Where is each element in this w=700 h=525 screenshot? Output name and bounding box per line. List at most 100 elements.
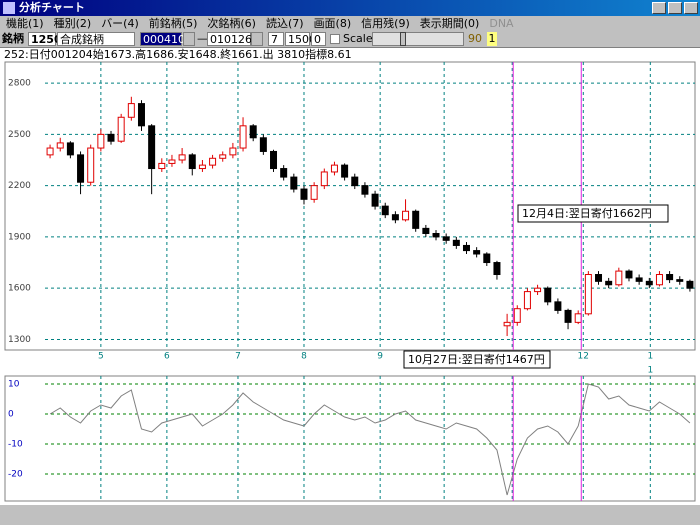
y-tick-label: 0 xyxy=(8,410,14,420)
value1: 90 xyxy=(468,32,482,45)
candle-body xyxy=(97,133,105,149)
menu-item[interactable]: 前銘柄(5) xyxy=(148,17,198,30)
candle-body xyxy=(493,262,501,276)
candle-body xyxy=(584,274,592,315)
candle-body xyxy=(432,232,440,238)
candle-body xyxy=(483,253,491,264)
y-tick-label: 2800 xyxy=(8,79,31,89)
candle-body xyxy=(605,280,613,286)
spinner[interactable] xyxy=(183,32,195,46)
annotation-box xyxy=(403,350,551,369)
field3-input[interactable]: 0 xyxy=(311,32,326,46)
candle-body xyxy=(209,157,217,166)
y-tick-label: 1600 xyxy=(8,284,31,294)
candle-body xyxy=(229,147,237,156)
candle-body xyxy=(270,150,278,170)
menu-item[interactable]: 信用残(9) xyxy=(361,17,410,30)
candle-body xyxy=(188,154,196,170)
candle-body xyxy=(625,270,633,279)
field2-input[interactable]: 1500 xyxy=(285,32,316,46)
candle-body xyxy=(462,244,470,252)
candle-body xyxy=(351,176,359,187)
candle-body xyxy=(655,274,663,286)
candle-body xyxy=(635,277,643,282)
candle-body xyxy=(137,103,145,127)
name-input[interactable]: 合成銘柄 xyxy=(57,32,135,46)
x-tick-label: 7 xyxy=(235,352,241,362)
menu-item[interactable]: 次銘柄(6) xyxy=(207,17,256,30)
candle-body xyxy=(503,321,511,327)
candle-body xyxy=(300,188,308,200)
menu-item[interactable]: 画面(8) xyxy=(313,17,352,30)
candle-body xyxy=(686,280,694,289)
y-tick-label: -20 xyxy=(8,470,23,480)
menu-item[interactable]: 機能(1) xyxy=(6,17,44,30)
x-tick-label: 5 xyxy=(98,352,104,362)
candle-body xyxy=(77,154,85,183)
scale-checkbox[interactable] xyxy=(330,34,340,44)
app-icon xyxy=(3,2,15,14)
candle-body xyxy=(452,239,460,246)
y-tick-label: 1900 xyxy=(8,232,31,242)
panel-frame xyxy=(4,375,696,502)
candle-body xyxy=(117,116,125,142)
candle-body xyxy=(127,103,135,118)
candle-body xyxy=(259,137,267,152)
candle-body xyxy=(523,291,531,310)
candle-body xyxy=(645,280,653,286)
candle-body xyxy=(320,171,328,187)
menu-item[interactable]: DNA xyxy=(489,17,514,30)
candle-body xyxy=(46,147,54,156)
code-input[interactable]: 1250 xyxy=(28,32,62,46)
candle-body xyxy=(473,250,481,255)
candle-body xyxy=(574,313,582,323)
menu-item[interactable]: 読込(7) xyxy=(265,17,304,30)
x-tick-label: 9 xyxy=(377,352,383,362)
dropdown-button[interactable] xyxy=(251,32,263,46)
candle-body xyxy=(412,210,420,229)
candle-body xyxy=(239,125,247,149)
minimize-button[interactable] xyxy=(652,2,666,14)
candle-body xyxy=(666,274,674,281)
scale-label: Scale xyxy=(343,32,373,45)
maximize-button[interactable] xyxy=(668,2,682,14)
x-tick-sublabel: 1 xyxy=(647,366,653,376)
candle-body xyxy=(87,147,95,183)
annotation: 10月27日:翌日寄付1467円 xyxy=(408,352,545,366)
menu-item[interactable]: 表示期間(0) xyxy=(419,17,480,30)
candle-body xyxy=(564,309,572,323)
scale-slider[interactable] xyxy=(372,32,464,46)
candle-body xyxy=(66,142,74,156)
candle-body xyxy=(341,164,349,178)
candle-body xyxy=(544,287,552,303)
info-line: 252:日付001204始1673.高1686.安1648.終1661.出 38… xyxy=(0,47,700,61)
candle-body xyxy=(391,214,399,221)
title-bar: 分析チャート xyxy=(0,0,700,16)
close-button[interactable] xyxy=(684,2,698,14)
menu-item[interactable]: バー(4) xyxy=(101,17,139,30)
annotation-box xyxy=(517,204,669,223)
start-input[interactable]: 000410 xyxy=(140,32,185,46)
menu-item[interactable]: 種別(2) xyxy=(53,17,92,30)
panel-frame xyxy=(4,61,696,351)
slider-thumb[interactable] xyxy=(400,32,406,46)
candle-body xyxy=(158,162,166,170)
x-tick-label: 8 xyxy=(301,352,307,362)
candle-body xyxy=(513,308,521,323)
end-input[interactable]: 010126 xyxy=(207,32,252,46)
y-tick-label: 1300 xyxy=(8,335,31,345)
candle-body xyxy=(402,210,410,221)
candle-body xyxy=(442,236,450,241)
field1-input[interactable]: 7 xyxy=(268,32,284,46)
y-tick-label: 10 xyxy=(8,380,20,390)
x-tick-label: 12 xyxy=(578,352,589,362)
status-bar xyxy=(0,504,700,525)
candle-body xyxy=(615,270,623,286)
candle-body xyxy=(280,168,288,178)
candle-body xyxy=(198,164,206,170)
candle-body xyxy=(361,185,369,195)
candle-body xyxy=(534,287,542,293)
x-tick-label: 6 xyxy=(164,352,170,362)
candle-body xyxy=(219,154,227,159)
